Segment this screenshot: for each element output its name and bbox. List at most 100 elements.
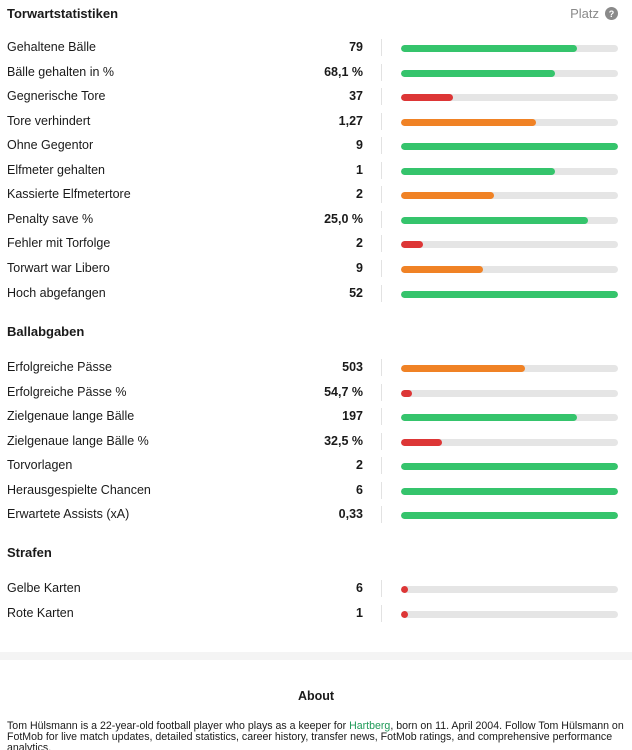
percentile-bar-fill xyxy=(401,167,556,175)
percentile-bar-fill xyxy=(401,290,618,298)
percentile-bar xyxy=(401,216,618,224)
percentile-bar-fill xyxy=(401,192,495,200)
row-divider xyxy=(381,39,382,56)
row-divider xyxy=(381,506,382,524)
stat-value: 9 xyxy=(356,138,363,153)
row-divider xyxy=(381,284,382,302)
stat-row: Torwart war Libero 9 xyxy=(0,257,632,281)
player-stats-card: Platz ? Torwartstatistiken Gehaltene Bäll… xyxy=(0,6,632,626)
stat-label: Erfolgreiche Pässe % xyxy=(7,384,127,399)
about-title: About xyxy=(297,689,335,703)
percentile-bar xyxy=(401,586,618,593)
stat-value: 6 xyxy=(356,581,363,595)
stat-label: Zielgenaue lange Bälle % xyxy=(7,433,149,448)
stat-value: 25,0 % xyxy=(324,211,363,226)
percentile-bar-fill xyxy=(401,94,454,102)
stat-value: 37 xyxy=(349,89,363,104)
row-divider xyxy=(381,383,382,401)
stat-label: Erfolgreiche Pässe xyxy=(7,360,112,374)
stat-label: Herausgespielte Chancen xyxy=(7,482,151,497)
stat-value: 6 xyxy=(356,482,363,497)
percentile-bar xyxy=(401,167,618,175)
stat-row: Tore verhindert 1,27 xyxy=(0,110,632,134)
row-divider xyxy=(381,161,382,179)
stat-row: Zielgenaue lange Bälle 197 xyxy=(0,405,632,429)
percentile-bar-fill xyxy=(401,438,443,446)
stat-row: Herausgespielte Chancen 6 xyxy=(0,479,632,503)
stat-value: 1,27 xyxy=(338,113,363,128)
percentile-bar xyxy=(401,487,618,495)
stat-label: Torwart war Libero xyxy=(7,260,110,275)
stat-label: Elfmeter gehalten xyxy=(7,162,105,177)
stat-label: Hoch abgefangen xyxy=(7,285,106,300)
stat-value: 2 xyxy=(356,236,363,251)
stat-row: Rote Karten 1 xyxy=(0,602,632,626)
stat-value: 9 xyxy=(356,260,363,275)
stat-value: 2 xyxy=(356,187,363,202)
stat-label: Gegnerische Tore xyxy=(7,89,106,104)
percentile-bar-fill xyxy=(401,389,412,397)
stat-row: Ohne Gegentor 9 xyxy=(0,134,632,158)
stat-row: Erfolgreiche Pässe 503 xyxy=(0,356,632,380)
stat-label: Gehaltene Bälle xyxy=(7,40,96,54)
row-divider xyxy=(381,580,382,597)
percentile-bar-fill xyxy=(401,118,536,126)
percentile-bar xyxy=(401,512,618,520)
percentile-bar xyxy=(401,438,618,446)
percentile-bar xyxy=(401,241,618,249)
percentile-bar xyxy=(401,143,618,151)
percentile-bar xyxy=(401,118,618,126)
stat-label: Tore verhindert xyxy=(7,113,91,128)
section-title: Ballabgaben xyxy=(7,324,85,339)
stat-row: Bälle gehalten in % 68,1 % xyxy=(0,61,632,85)
row-divider xyxy=(381,259,382,277)
percentile-bar-fill xyxy=(401,512,618,520)
stat-label: Gelbe Karten xyxy=(7,581,81,595)
stat-value: 32,5 % xyxy=(324,433,363,448)
percentile-bar xyxy=(401,414,618,422)
percentile-bar-fill xyxy=(401,143,618,151)
section-title: Torwartstatistiken xyxy=(7,6,119,21)
percentile-bar-fill xyxy=(401,241,423,249)
percentile-bar xyxy=(401,192,618,200)
percentile-bar xyxy=(401,610,618,618)
row-divider xyxy=(381,137,382,155)
stat-row: Torvorlagen 2 xyxy=(0,454,632,478)
stat-value: 52 xyxy=(349,285,363,300)
platz-label: Platz xyxy=(570,6,599,21)
about-section: About Tom Hülsmann is a 22-year-old foot… xyxy=(0,652,632,750)
row-divider xyxy=(381,235,382,253)
stat-label: Erwartete Assists (xA) xyxy=(7,507,130,522)
percentile-bar-fill xyxy=(401,69,556,77)
stat-value: 503 xyxy=(342,360,363,374)
percentile-bar-fill xyxy=(401,265,484,273)
row-divider xyxy=(381,88,382,106)
row-divider xyxy=(381,112,382,130)
percentile-bar xyxy=(401,463,618,471)
percentile-bar xyxy=(401,265,618,273)
percentile-bar-fill xyxy=(401,586,408,593)
stat-row: Gegnerische Tore 37 xyxy=(0,85,632,109)
row-divider xyxy=(381,186,382,204)
stat-value: 1 xyxy=(356,162,363,177)
stat-row: Gehaltene Bälle 79 xyxy=(0,36,632,60)
stat-label: Zielgenaue lange Bälle xyxy=(7,409,135,424)
stat-row: Erwartete Assists (xA) 0,33 xyxy=(0,503,632,527)
stat-value: 54,7 % xyxy=(324,384,363,399)
team-link[interactable]: Hartberg xyxy=(349,720,391,732)
stat-row: Gelbe Karten 6 xyxy=(0,577,632,601)
stat-label: Fehler mit Torfolge xyxy=(7,236,111,251)
percentile-bar-fill xyxy=(401,414,577,422)
percentile-bar-fill xyxy=(401,365,525,372)
percentile-bar xyxy=(401,389,618,397)
stat-row: Fehler mit Torfolge 2 xyxy=(0,232,632,256)
percentile-bar xyxy=(401,290,618,298)
question-circle-icon[interactable]: ? xyxy=(605,7,618,20)
percentile-bar xyxy=(401,69,618,77)
section-title: Strafen xyxy=(7,545,52,560)
row-divider xyxy=(381,359,382,376)
stat-label: Torvorlagen xyxy=(7,458,73,473)
row-divider xyxy=(381,63,382,81)
stat-row: Penalty save % 25,0 % xyxy=(0,208,632,232)
rank-header[interactable]: Platz ? xyxy=(570,6,618,21)
